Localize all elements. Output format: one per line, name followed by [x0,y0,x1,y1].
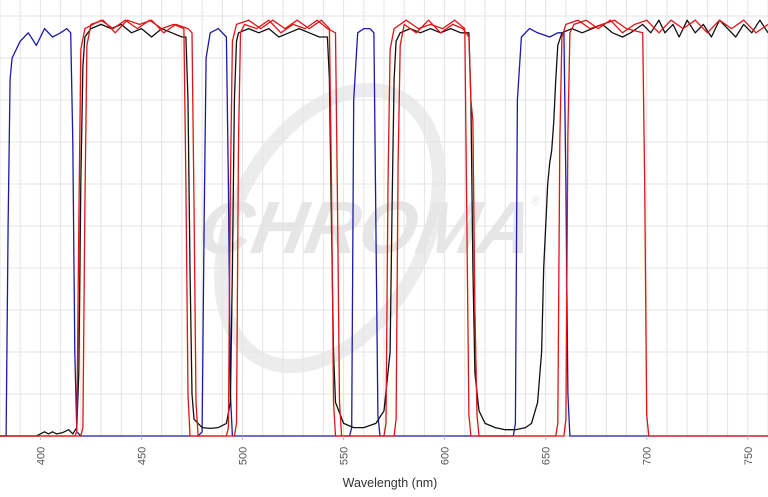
watermark-text: CHROMA [193,186,541,269]
x-axis-ticks: 400 450 500 550 600 650 700 750 [35,436,755,465]
series-line-2 [0,19,768,437]
x-tick-label: 500 [238,447,250,465]
x-tick-label: 700 [642,447,654,465]
x-tick-label: 400 [35,447,47,465]
x-tick-label: 550 [339,447,351,465]
watermark-registered-mark: ® [531,194,540,208]
gridlines [0,0,768,437]
x-axis-title: Wavelength (nm) [343,476,438,490]
series-line-4 [0,19,768,437]
x-tick-label: 650 [541,447,553,465]
x-tick-label: 600 [440,447,452,465]
x-tick-label: 750 [743,447,755,465]
series-line-3 [0,19,768,437]
x-tick-label: 450 [136,447,148,465]
series-layer [0,19,768,437]
